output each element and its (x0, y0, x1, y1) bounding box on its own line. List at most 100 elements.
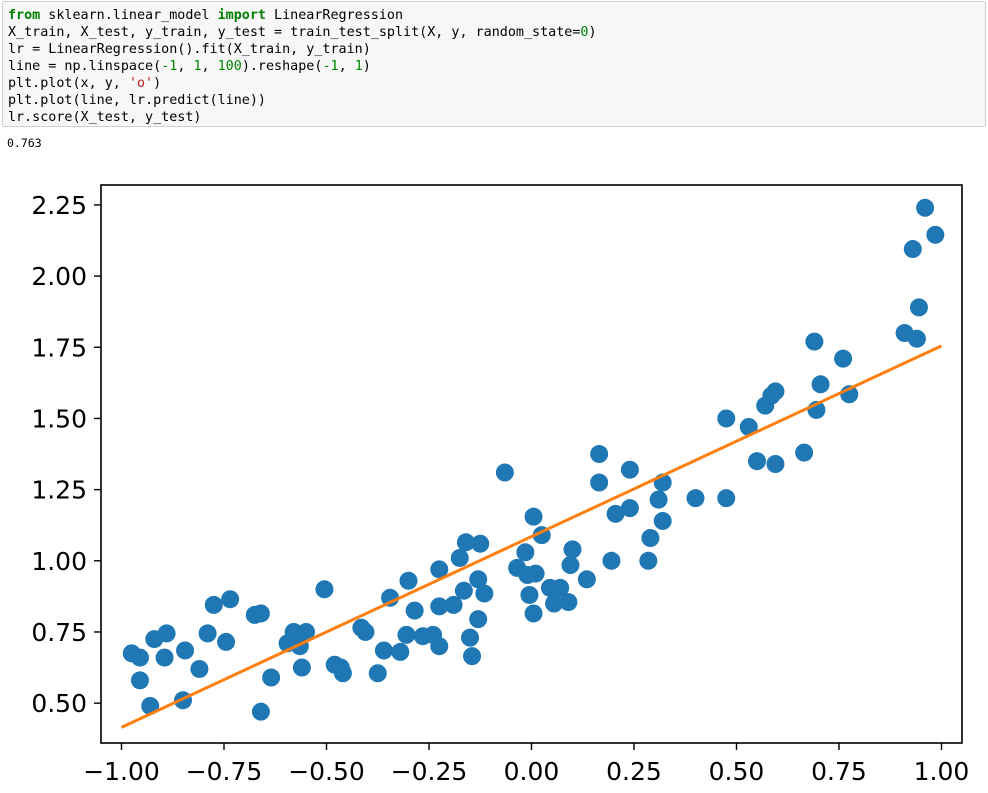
scatter-point (399, 571, 418, 590)
x-tick-label: −0.75 (186, 757, 263, 786)
code-token: lr.score(X_test, y_test) (8, 110, 202, 125)
x-tick-label: −0.25 (391, 757, 468, 786)
scatter-point (430, 597, 449, 616)
code-token: from (8, 8, 41, 23)
scatter-point (315, 580, 334, 599)
scatter-point (909, 298, 928, 317)
scatter-point (217, 632, 236, 651)
scatter-point (430, 560, 449, 579)
code-token: ).reshape( (241, 59, 323, 74)
code-token: , (177, 59, 194, 74)
scatter-point (469, 610, 488, 629)
scatter-point (461, 628, 479, 647)
code-token: 1 (354, 59, 363, 74)
scatter-point (381, 588, 400, 607)
scatter-point (190, 659, 209, 678)
scatter-point (516, 543, 535, 562)
code-token: plt.plot(x, y, (8, 76, 129, 91)
code-token: import (217, 8, 266, 23)
scatter-point (653, 511, 672, 530)
scatter-point (563, 540, 582, 559)
scatter-point (430, 637, 449, 656)
y-tick-label: 1.00 (31, 547, 87, 576)
code-token: -1 (161, 59, 178, 74)
scatter-point (649, 490, 668, 509)
scatter-point (471, 534, 490, 553)
code-line: lr.score(X_test, y_test) (8, 109, 985, 126)
scatter-point (639, 551, 658, 570)
scatter-point (834, 349, 853, 368)
scatter-point (805, 332, 824, 351)
scatter-point (251, 604, 270, 623)
scatter-point (221, 590, 240, 609)
y-tick-label: 0.75 (31, 618, 87, 647)
code-token: LinearRegression (266, 8, 404, 23)
scatter-point (739, 417, 758, 436)
scatter-point (292, 658, 311, 677)
scatter-point (157, 624, 176, 643)
scatter-point (520, 585, 539, 604)
scatter-point (450, 548, 469, 567)
scatter-point (926, 225, 945, 244)
x-tick-label: −1.00 (83, 757, 160, 786)
scatter-point (463, 647, 482, 666)
scatter-point (907, 329, 926, 348)
scatter-point (620, 460, 639, 479)
scatter-point (717, 489, 736, 508)
scatter-point (251, 702, 270, 721)
scatter-point (795, 443, 814, 462)
code-token: ) (153, 76, 162, 91)
scatter-point (717, 409, 736, 428)
scatter-point (495, 463, 514, 482)
x-tick-label: 0.00 (504, 757, 560, 786)
code-token: lr = LinearRegression().fit(X_train, y_t… (8, 42, 371, 57)
cell-output-score: 0.763 (7, 136, 42, 150)
scatter-point (475, 584, 494, 603)
code-token: ) (588, 25, 597, 40)
scatter-point (811, 375, 830, 394)
scatter-point (198, 624, 217, 643)
scatter-point (606, 504, 625, 523)
code-token: plt.plot(line, lr.predict(line)) (8, 93, 266, 108)
scatter-point (176, 641, 195, 660)
code-token: ) (362, 59, 371, 74)
scatter-point (397, 625, 416, 644)
code-line: from sklearn.linear_model import LinearR… (8, 7, 985, 24)
y-tick-label: 1.25 (31, 476, 87, 505)
code-editor[interactable]: from sklearn.linear_model import LinearR… (3, 2, 985, 126)
scatter-point (391, 642, 410, 661)
code-cell[interactable]: from sklearn.linear_model import LinearR… (2, 1, 986, 127)
y-tick-label: 0.50 (31, 689, 87, 718)
x-tick-label: 0.25 (606, 757, 662, 786)
regression-line (120, 344, 943, 729)
code-line: plt.plot(x, y, 'o') (8, 75, 985, 92)
code-token: , (338, 59, 355, 74)
scatter-point (748, 452, 766, 471)
scatter-point (602, 551, 621, 570)
scatter-point (444, 595, 463, 614)
x-tick-label: 0.75 (811, 757, 867, 786)
code-line: plt.plot(line, lr.predict(line)) (8, 92, 985, 109)
scatter-point (916, 198, 935, 217)
scatter-point (551, 578, 570, 597)
scatter-point (641, 529, 660, 548)
code-line: lr = LinearRegression().fit(X_train, y_t… (8, 41, 985, 58)
scatter-point (524, 507, 543, 526)
scatter-point (374, 641, 393, 660)
scatter-point (620, 499, 639, 518)
code-line: X_train, X_test, y_train, y_test = train… (8, 24, 985, 41)
scatter-point (590, 473, 609, 492)
scatter-point (204, 595, 223, 614)
code-line: line = np.linspace(-1, 1, 100).reshape(-… (8, 58, 985, 75)
scatter-point (368, 664, 387, 683)
scatter-point (469, 570, 488, 589)
code-token: 100 (217, 59, 242, 74)
y-tick-label: 1.50 (31, 404, 87, 433)
scatter-point (766, 382, 785, 401)
scatter-point (545, 594, 564, 613)
scatter-point (333, 664, 352, 683)
y-tick-label: 1.75 (31, 333, 87, 362)
y-tick-label: 2.00 (31, 262, 87, 291)
x-tick-label: 1.00 (914, 757, 970, 786)
